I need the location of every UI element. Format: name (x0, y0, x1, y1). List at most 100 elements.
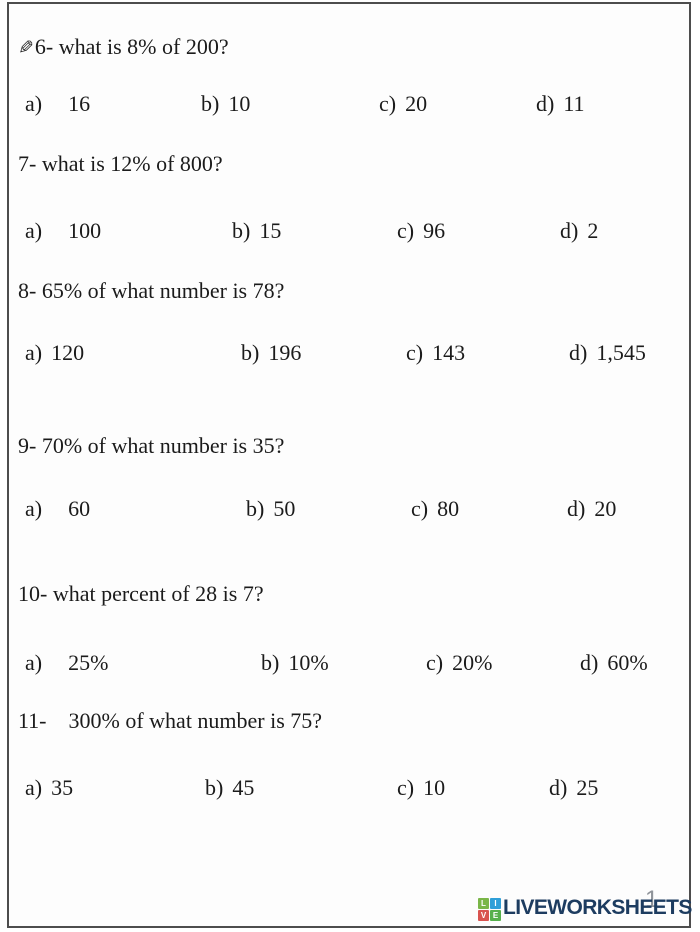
options-row-10: a) 25% b) 10% c) 20% d) 60% (18, 648, 678, 678)
option-value: 50 (273, 496, 296, 521)
q9-option-d[interactable]: d) 20 (567, 494, 616, 524)
liveworksheets-wordmark: LIVEWORKSHEETS (503, 896, 692, 919)
q11-option-c[interactable]: c) 10 (397, 773, 445, 803)
q11-option-d[interactable]: d) 25 (549, 773, 598, 803)
option-value: 96 (423, 218, 446, 243)
options-row-6: a) 16 b) 10 c) 20 d) 11 (18, 89, 678, 119)
q10-option-c[interactable]: c) 20% (426, 648, 492, 678)
q10-option-b[interactable]: b) 10% (261, 648, 329, 678)
q9-option-a[interactable]: a) 60 (25, 494, 90, 524)
q6-option-d[interactable]: d) 11 (536, 89, 585, 119)
option-label: c) (426, 650, 444, 675)
option-value: 80 (437, 496, 460, 521)
q11-option-b[interactable]: b) 45 (205, 773, 254, 803)
option-value: 45 (232, 775, 255, 800)
option-label: a) (25, 340, 43, 365)
option-value: 120 (51, 340, 85, 365)
q7-option-a[interactable]: a) 100 (25, 216, 101, 246)
option-value: 10 (228, 91, 251, 116)
option-value: 20% (452, 650, 493, 675)
question-7: 7- what is 12% of 800? (18, 149, 678, 179)
q6-option-b[interactable]: b) 10 (201, 89, 250, 119)
option-value: 10% (288, 650, 329, 675)
q6-option-c[interactable]: c) 20 (379, 89, 427, 119)
option-label: b) (241, 340, 260, 365)
option-label: b) (261, 650, 280, 675)
option-label: a) (25, 496, 43, 521)
option-label: d) (549, 775, 568, 800)
question-9-text: 9- 70% of what number is 35? (18, 433, 285, 458)
question-10-text: 10- what percent of 28 is 7? (18, 581, 264, 606)
option-value: 16 (68, 91, 91, 116)
option-label: d) (567, 496, 586, 521)
option-value: 35 (51, 775, 74, 800)
option-label: a) (25, 775, 43, 800)
q7-option-d[interactable]: d) 2 (560, 216, 598, 246)
logo-tile-l: L (478, 898, 489, 909)
question-7-text: 7- what is 12% of 800? (18, 151, 223, 176)
liveworksheets-logo[interactable]: L I V E LIVEWORKSHEETS (478, 894, 692, 924)
option-value: 143 (432, 340, 466, 365)
option-value: 10 (423, 775, 446, 800)
option-label: a) (25, 650, 43, 675)
question-8-text: 8- 65% of what number is 78? (18, 278, 285, 303)
q7-option-c[interactable]: c) 96 (397, 216, 445, 246)
option-value: 60 (68, 496, 91, 521)
question-9: 9- 70% of what number is 35? (18, 431, 678, 461)
pen-icon: ✎ (18, 37, 34, 59)
option-label: a) (25, 91, 43, 116)
option-value: 60% (607, 650, 648, 675)
option-label: a) (25, 218, 43, 243)
q7-option-b[interactable]: b) 15 (232, 216, 281, 246)
option-label: c) (411, 496, 429, 521)
option-label: d) (560, 218, 579, 243)
q11-option-a[interactable]: a) 35 (25, 773, 73, 803)
q8-option-c[interactable]: c) 143 (406, 338, 465, 368)
question-6: ✎6- what is 8% of 200? (18, 32, 678, 62)
option-label: c) (397, 218, 415, 243)
q10-option-a[interactable]: a) 25% (25, 648, 108, 678)
options-row-11: a) 35 b) 45 c) 10 d) 25 (18, 773, 678, 803)
option-label: b) (232, 218, 251, 243)
option-value: 20 (594, 496, 617, 521)
q8-option-d[interactable]: d) 1,545 (569, 338, 646, 368)
worksheet-page: ✎6- what is 8% of 200? a) 16 b) 10 c) 20 d)… (7, 2, 691, 928)
option-value: 20 (405, 91, 428, 116)
option-value: 2 (587, 218, 599, 243)
liveworksheets-grid-icon: L I V E (478, 898, 501, 921)
logo-tile-v: V (478, 910, 489, 921)
option-label: c) (406, 340, 424, 365)
options-row-9: a) 60 b) 50 c) 80 d) 20 (18, 494, 678, 524)
option-label: b) (246, 496, 265, 521)
logo-tile-i: I (490, 898, 501, 909)
option-label: d) (536, 91, 555, 116)
question-11: 11- 300% of what number is 75? (18, 706, 678, 736)
option-value: 15 (259, 218, 282, 243)
option-label: b) (205, 775, 224, 800)
option-value: 196 (268, 340, 302, 365)
q8-option-b[interactable]: b) 196 (241, 338, 301, 368)
option-value: 100 (68, 218, 102, 243)
option-value: 11 (563, 91, 585, 116)
page-number: 1 (645, 886, 659, 913)
q9-option-c[interactable]: c) 80 (411, 494, 459, 524)
option-label: b) (201, 91, 220, 116)
question-6-text: 6- what is 8% of 200? (34, 34, 229, 59)
options-row-7: a) 100 b) 15 c) 96 d) 2 (18, 216, 678, 246)
q8-option-a[interactable]: a) 120 (25, 338, 84, 368)
option-value: 25 (576, 775, 599, 800)
option-label: c) (397, 775, 415, 800)
option-value: 25% (68, 650, 109, 675)
option-label: d) (580, 650, 599, 675)
question-10: 10- what percent of 28 is 7? (18, 579, 678, 609)
logo-tile-e: E (490, 910, 501, 921)
option-value: 1,545 (596, 340, 646, 365)
option-label: d) (569, 340, 588, 365)
q9-option-b[interactable]: b) 50 (246, 494, 295, 524)
q10-option-d[interactable]: d) 60% (580, 648, 648, 678)
options-row-8: a) 120 b) 196 c) 143 d) 1,545 (18, 338, 678, 368)
question-11-text: 11- 300% of what number is 75? (18, 708, 323, 733)
question-8: 8- 65% of what number is 78? (18, 276, 678, 306)
option-label: c) (379, 91, 397, 116)
q6-option-a[interactable]: a) 16 (25, 89, 90, 119)
